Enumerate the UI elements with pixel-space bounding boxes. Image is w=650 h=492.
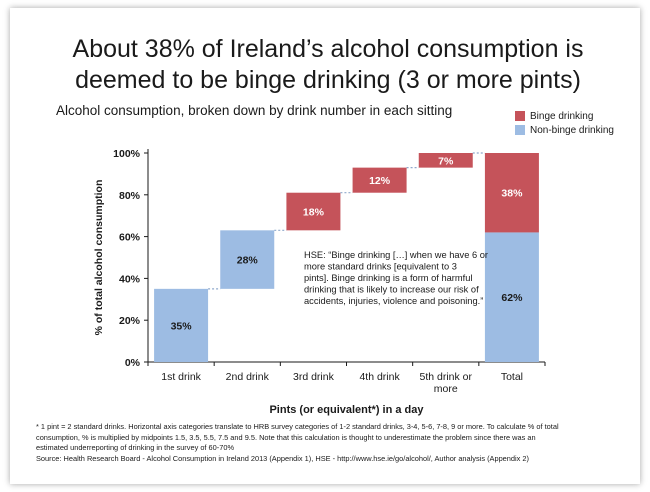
legend: Binge drinking Non-binge drinking <box>515 109 614 137</box>
legend-item-binge: Binge drinking <box>515 109 614 123</box>
source-note: Source: Health Research Board - Alcohol … <box>36 453 529 463</box>
total-segment-label: 38% <box>501 188 523 200</box>
hse-callout-line: HSE: “Binge drinking […] when we have 6 … <box>304 250 488 260</box>
x-category-label: 3rd drink <box>293 371 335 383</box>
y-tick-label: 80% <box>119 190 141 202</box>
bar-value-label: 7% <box>438 155 454 167</box>
x-category-label: 2nd drink <box>226 371 270 383</box>
waterfall-bar <box>220 230 275 289</box>
y-tick-label: 0% <box>125 357 141 369</box>
hse-callout-line: accidents, injuries, violence and poison… <box>304 296 483 306</box>
chart-title: About 38% of Ireland’s alcohol consumpti… <box>72 35 584 94</box>
y-tick-label: 20% <box>119 315 141 327</box>
y-tick-label: 60% <box>119 232 141 244</box>
hse-callout-line: more standard drinks [equivalent to 3 <box>304 262 457 272</box>
total-segment-label: 62% <box>501 292 523 304</box>
x-category-label: 4th drink <box>359 371 400 383</box>
legend-swatch-non-binge <box>515 125 525 135</box>
x-category-label: Total <box>501 371 523 383</box>
y-tick-label: 40% <box>119 273 141 285</box>
total-bar-segment <box>484 153 539 233</box>
legend-label-binge: Binge drinking <box>530 110 594 122</box>
total-bar-segment <box>484 232 539 362</box>
chart-subtitle: Alcohol consumption, broken down by drin… <box>56 103 453 118</box>
y-tick-label: 100% <box>113 148 141 160</box>
x-category-label: 1st drink <box>161 371 201 383</box>
footnote-line-3: estimated underreporting of drinking in … <box>36 443 235 452</box>
bar-value-label: 18% <box>303 207 325 219</box>
legend-label-non-binge: Non-binge drinking <box>530 124 614 136</box>
waterfall-bar <box>418 153 473 168</box>
footnote-line-1: * 1 pint = 2 standard drinks. Horizontal… <box>36 422 559 431</box>
waterfall-bar <box>286 192 341 231</box>
x-category-label: 5th drink or <box>419 371 472 383</box>
legend-item-non-binge: Non-binge drinking <box>515 123 614 137</box>
bar-value-label: 35% <box>171 320 193 332</box>
legend-swatch-binge <box>515 111 525 121</box>
hse-callout-line: drinking that is likely to increase our … <box>304 285 479 295</box>
footnote-line-2: consumption, % is multiplied by midpoint… <box>36 432 536 442</box>
x-category-label: more <box>434 383 458 395</box>
x-axis-title: Pints (or equivalent*) in a day <box>269 404 424 416</box>
waterfall-bar <box>154 288 209 362</box>
y-axis-title: % of total alcohol consumption <box>93 180 105 336</box>
bar-value-label: 12% <box>369 175 391 187</box>
footnote: * 1 pint = 2 standard drinks. Horizontal… <box>36 422 626 464</box>
waterfall-bar <box>352 167 407 193</box>
bar-value-label: 28% <box>237 255 259 267</box>
hse-callout-line: pints]. Binge drinking is a form of harm… <box>304 273 472 283</box>
